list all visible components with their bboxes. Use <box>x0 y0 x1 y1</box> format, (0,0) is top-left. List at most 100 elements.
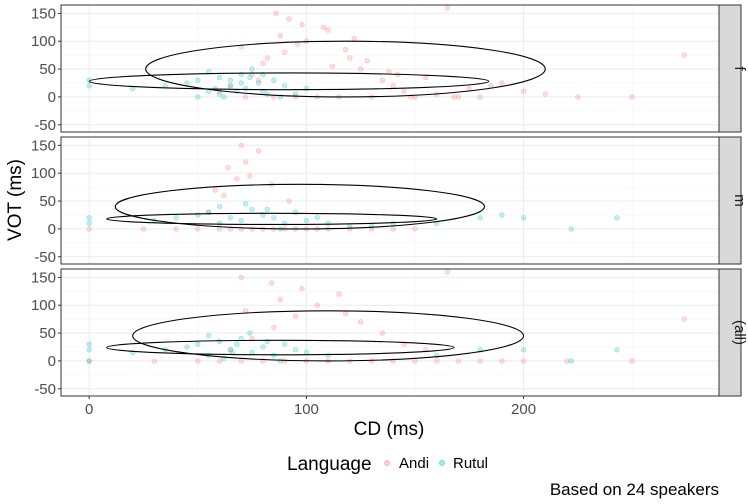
facet-strip-label: (all) <box>731 320 748 345</box>
data-point <box>629 94 635 100</box>
facet-strip-label: m <box>731 194 748 207</box>
data-point <box>281 341 288 347</box>
data-point <box>264 55 271 61</box>
data-point <box>314 302 320 308</box>
panel-background <box>61 137 719 264</box>
data-point <box>499 212 505 218</box>
data-point <box>86 83 92 89</box>
data-point <box>273 10 279 17</box>
data-point <box>242 85 249 92</box>
series-andi <box>216 5 687 100</box>
data-point <box>336 291 342 297</box>
y-tick-label: -50 <box>34 249 56 266</box>
data-point <box>351 35 357 42</box>
data-point <box>255 148 262 154</box>
data-point <box>390 226 396 232</box>
data-point <box>379 77 386 83</box>
data-point <box>255 77 262 83</box>
data-point <box>542 91 548 97</box>
facet-panel-1: m -50 0 50 100 150 <box>31 136 748 266</box>
data-point <box>271 215 277 221</box>
data-point <box>401 88 407 95</box>
facet-strip <box>718 4 742 133</box>
data-point <box>681 52 687 58</box>
data-point <box>299 21 305 28</box>
legend-label-rutul: Rutul <box>453 455 488 472</box>
data-point <box>271 324 277 331</box>
data-point <box>184 80 190 86</box>
data-point <box>195 94 201 100</box>
facet-strip <box>718 136 742 265</box>
data-point <box>520 215 527 221</box>
data-point <box>299 285 305 292</box>
data-point <box>238 358 244 364</box>
data-point <box>379 330 386 336</box>
data-point <box>286 198 292 204</box>
x-tick-label: 0 <box>85 401 93 418</box>
data-point <box>264 338 271 345</box>
data-point <box>247 330 253 336</box>
data-point <box>195 226 201 232</box>
x-tick-label: 100 <box>294 401 319 418</box>
data-point <box>249 66 255 72</box>
confidence-ellipse <box>132 310 525 362</box>
legend-key-andi <box>384 460 390 466</box>
data-point <box>86 215 92 221</box>
data-point <box>455 94 462 100</box>
data-point <box>281 83 288 89</box>
data-point <box>329 63 336 69</box>
data-point <box>271 77 277 83</box>
y-tick-label: -50 <box>34 381 56 398</box>
data-point <box>86 347 92 353</box>
data-point <box>216 91 223 97</box>
data-point <box>227 83 234 89</box>
data-point <box>520 347 527 353</box>
data-point <box>281 220 288 227</box>
data-point <box>444 5 451 11</box>
data-point <box>249 206 255 213</box>
legend: Language Andi Rutul <box>287 454 488 475</box>
y-tick-label: 50 <box>39 325 56 342</box>
data-point <box>277 296 284 303</box>
data-point <box>216 74 223 81</box>
confidence-ellipse <box>145 40 546 98</box>
data-point <box>314 215 320 221</box>
data-point <box>325 352 331 359</box>
y-tick-label: 150 <box>31 137 56 154</box>
data-point <box>247 74 253 81</box>
data-point <box>271 352 277 359</box>
data-point <box>568 358 575 364</box>
y-tick-label: 150 <box>31 5 56 22</box>
data-point <box>225 164 231 171</box>
data-point <box>433 358 440 364</box>
data-point <box>681 316 687 322</box>
data-point <box>277 358 284 364</box>
data-point <box>205 333 212 339</box>
facet-panels: f -50 0 50 100 150 m -50 0 50 100 150 (all) -50 0 50 100… <box>31 4 748 398</box>
data-point <box>325 27 331 33</box>
x-axis: 0 100 200 <box>85 396 536 418</box>
data-point <box>325 220 331 227</box>
data-point <box>238 80 244 86</box>
data-point <box>86 226 92 232</box>
data-point <box>321 24 327 30</box>
data-point <box>221 94 227 100</box>
data-point <box>614 215 620 221</box>
data-point <box>195 341 201 347</box>
data-point <box>499 358 505 364</box>
data-point <box>86 220 92 227</box>
facet-panel-0: f -50 0 50 100 150 <box>31 4 748 134</box>
data-point <box>347 55 353 61</box>
data-point <box>444 269 451 275</box>
data-point <box>173 226 179 232</box>
data-point <box>216 358 223 364</box>
data-point <box>216 203 223 210</box>
y-tick-label: 50 <box>39 61 56 78</box>
data-point <box>260 60 266 67</box>
y-tick-label: 100 <box>31 297 56 314</box>
facet-strip <box>718 268 742 397</box>
data-point <box>86 358 92 364</box>
y-tick-label: 0 <box>48 221 56 238</box>
data-point <box>614 347 620 353</box>
